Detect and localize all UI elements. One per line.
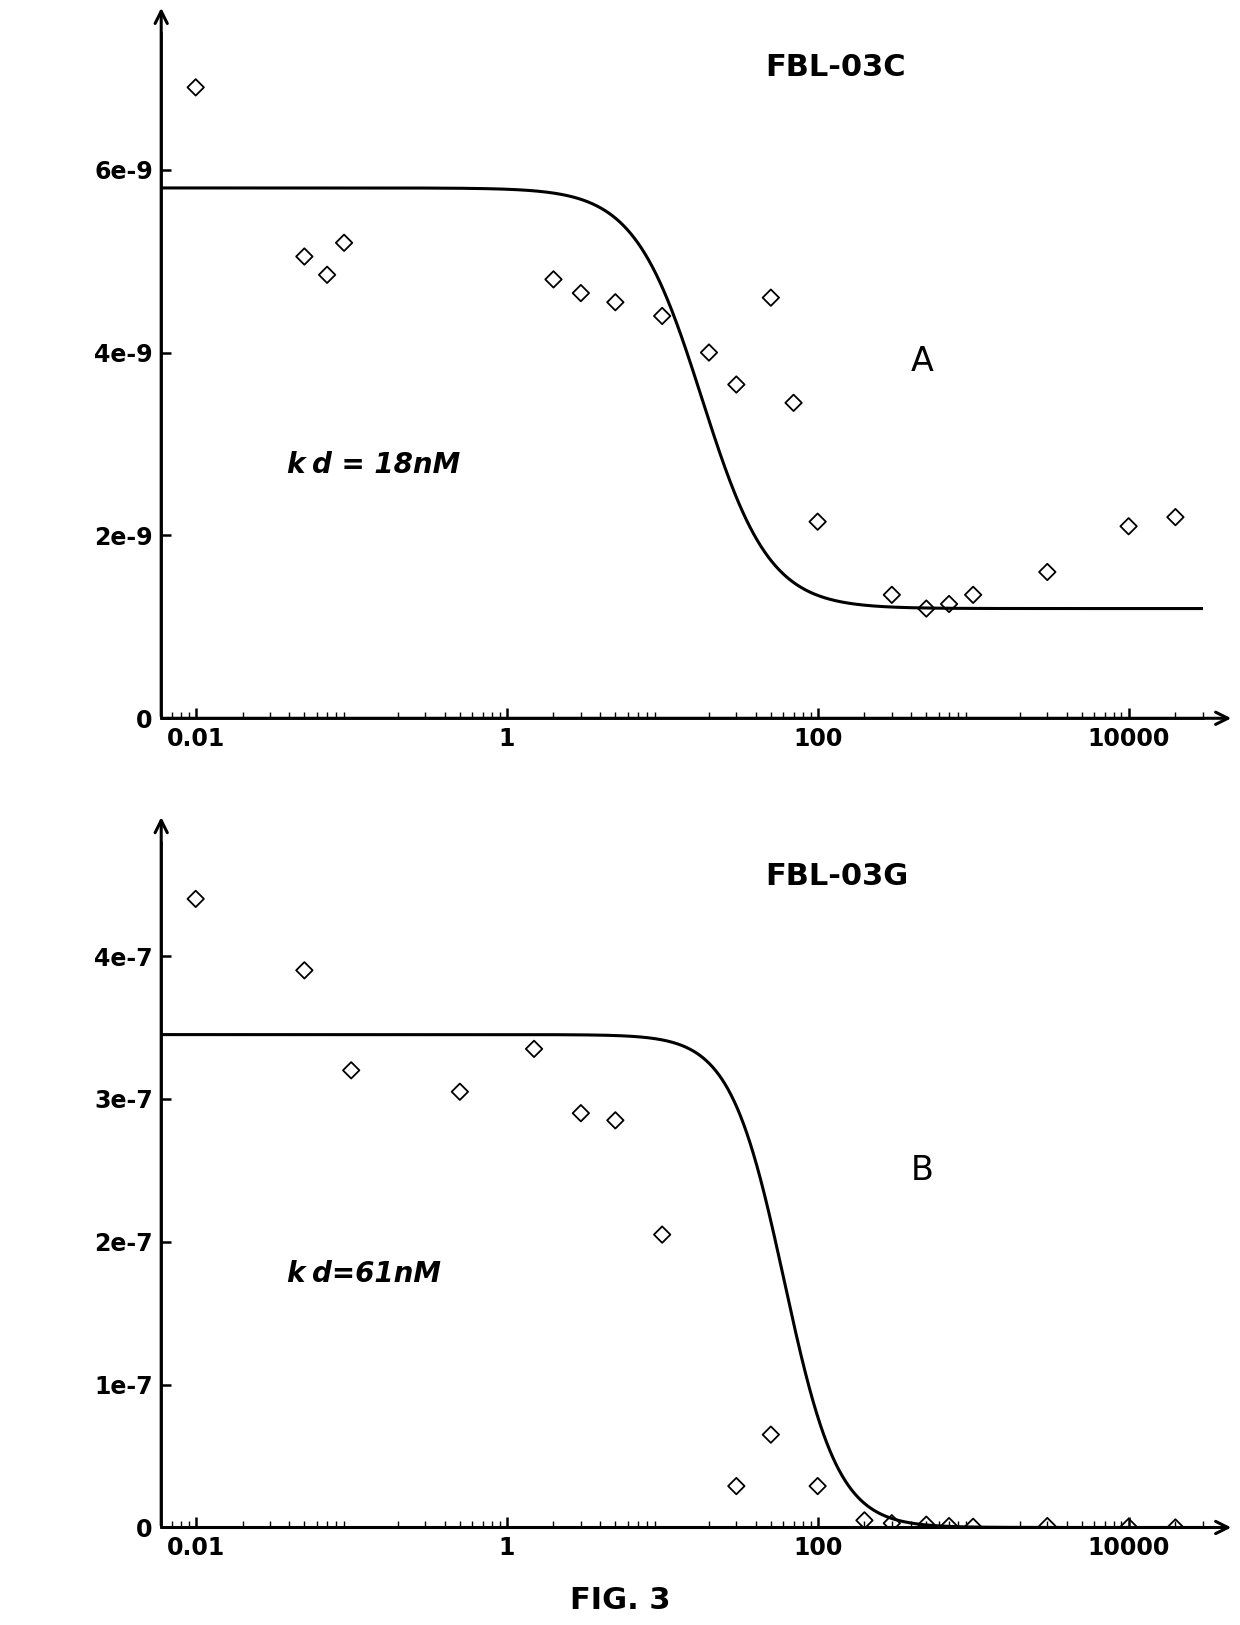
Point (1166, 504, 1185, 530)
Point (543, 266, 563, 292)
Point (450, 1079, 470, 1105)
Point (1118, 514, 1138, 540)
Point (727, 1474, 746, 1500)
Point (761, 1422, 781, 1448)
Point (1038, 1513, 1058, 1539)
Point (854, 1508, 874, 1534)
Text: d=61nM: d=61nM (312, 1259, 441, 1287)
Point (317, 262, 337, 288)
Point (294, 957, 314, 983)
Text: FBL-03C: FBL-03C (765, 54, 906, 83)
Point (605, 289, 625, 315)
Point (570, 1100, 590, 1126)
Point (525, 1035, 544, 1061)
Point (1038, 559, 1058, 585)
Point (570, 280, 590, 306)
Point (605, 1107, 625, 1133)
Point (186, 75, 206, 101)
Point (1166, 1514, 1185, 1540)
Point (882, 1510, 901, 1536)
Point (916, 1511, 936, 1537)
Text: B: B (911, 1154, 934, 1188)
Point (727, 372, 746, 398)
Text: d = 18nM: d = 18nM (312, 450, 460, 478)
Point (963, 582, 983, 608)
Point (939, 592, 959, 618)
Point (807, 509, 827, 535)
Point (652, 302, 672, 328)
Point (882, 582, 901, 608)
Point (1118, 1514, 1138, 1540)
Point (294, 244, 314, 270)
Point (807, 1474, 827, 1500)
Text: A: A (911, 344, 934, 379)
Point (761, 284, 781, 310)
Point (652, 1222, 672, 1248)
Text: FBL-03G: FBL-03G (765, 863, 909, 890)
Point (334, 229, 353, 255)
Point (341, 1058, 361, 1084)
Point (784, 390, 804, 416)
Point (916, 595, 936, 621)
Text: FIG. 3: FIG. 3 (569, 1586, 671, 1615)
Point (963, 1514, 983, 1540)
Text: k: k (286, 450, 305, 478)
Point (699, 340, 719, 366)
Point (939, 1513, 959, 1539)
Point (186, 886, 206, 912)
Text: k: k (286, 1259, 305, 1287)
